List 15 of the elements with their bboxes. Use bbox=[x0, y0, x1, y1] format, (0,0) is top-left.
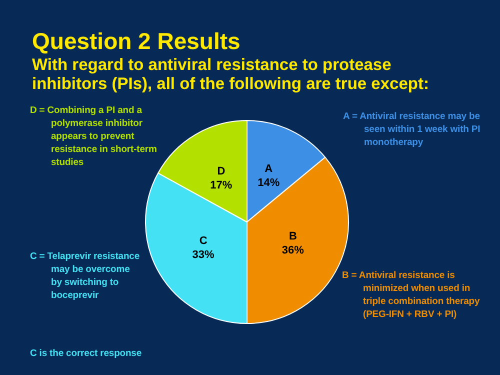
text: C is the correct response bbox=[30, 347, 143, 360]
data-label: 36% bbox=[282, 244, 304, 257]
slice-label: D bbox=[217, 165, 226, 178]
text: A = Antiviral resistance may be seen within 1 week with PI monotherapy bbox=[343, 110, 482, 149]
chart-title: Question 2 Results bbox=[32, 28, 240, 55]
data-label: 17% bbox=[210, 179, 232, 192]
data-label: 33% bbox=[192, 248, 215, 261]
text: D = Combining a PI and a polymerase inhibitor appears to prevent resistance in short-term studies bbox=[30, 104, 158, 169]
text: C = Telaprevir resistance may be overcome by switching to boceprevir bbox=[30, 250, 140, 302]
slice-label: C bbox=[199, 234, 208, 247]
data-label: 14% bbox=[258, 177, 280, 190]
chart-subtitle: With regard to antiviral resistance to protease inhibitors (PIs), all of the following are true except: bbox=[32, 56, 430, 94]
slice-label: B bbox=[288, 230, 297, 243]
text: B = Antiviral resistance is minimized when used in triple combination therapy (PEG-IFN + RBV + PI) bbox=[342, 269, 481, 321]
slice-label: A bbox=[264, 163, 273, 176]
